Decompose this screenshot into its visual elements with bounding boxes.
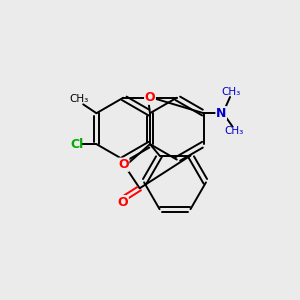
Text: N: N [216,107,226,120]
Text: O: O [145,91,155,104]
Text: O: O [118,158,129,171]
Text: CH₃: CH₃ [69,94,88,104]
Text: Cl: Cl [71,138,84,151]
Text: CH₃: CH₃ [221,87,240,97]
Text: CH₃: CH₃ [224,126,243,136]
Text: O: O [118,196,128,208]
